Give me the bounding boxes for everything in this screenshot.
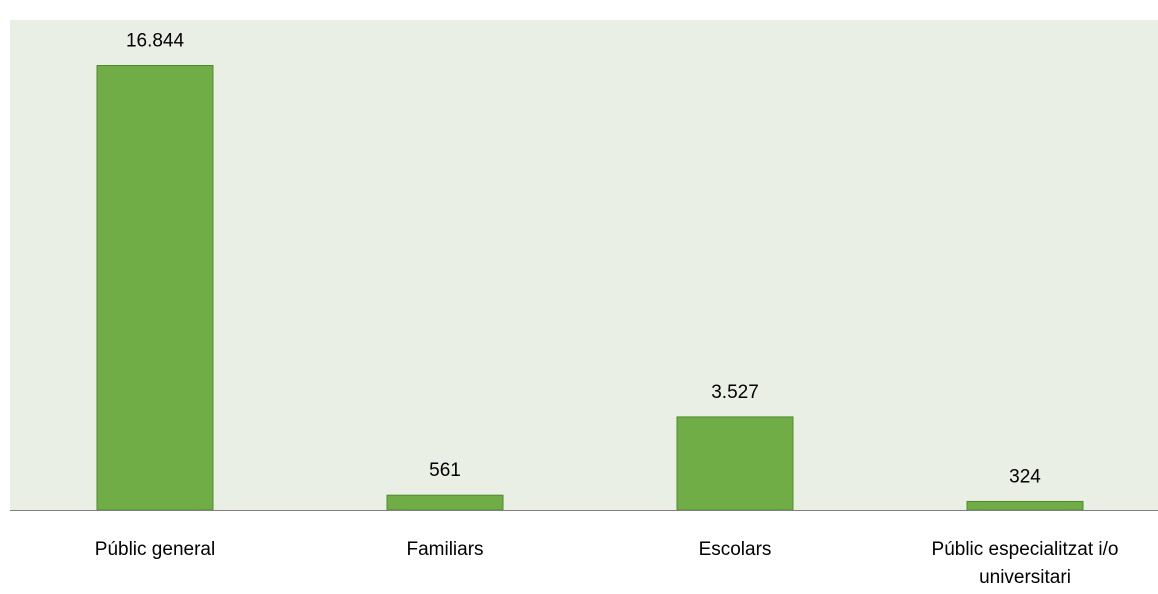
data-label: 561 [429, 460, 461, 481]
category-labels-layer: Públic general Familiars Escolars Públic es… [95, 539, 1119, 588]
bar [966, 500, 1084, 511]
category-label: Escolars [699, 539, 772, 560]
bar [676, 416, 794, 511]
data-label: 3.527 [711, 382, 759, 403]
category-label: Públic especialitzat i/o universitari [932, 539, 1119, 588]
data-labels-layer: 16.844 561 3.527 324 [126, 31, 1041, 488]
category-label: Públic general [95, 539, 215, 560]
data-label: 324 [1009, 466, 1041, 487]
bar [96, 65, 214, 511]
data-label: 16.844 [126, 31, 185, 52]
bar [386, 494, 504, 511]
category-label: Familiars [406, 539, 483, 560]
bars-layer [96, 65, 1084, 511]
